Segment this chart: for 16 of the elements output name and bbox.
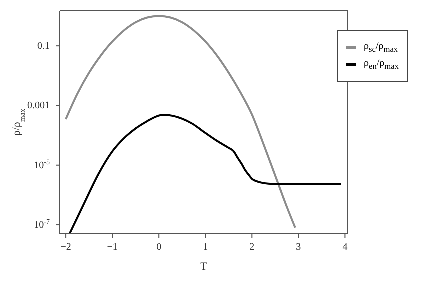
x-tick-label: 1: [203, 242, 208, 253]
x-tick-label: 0: [156, 242, 162, 253]
x-tick-label: 3: [296, 242, 302, 253]
x-tick-label: −1: [107, 242, 118, 253]
y-tick-label: 10$^{-7}$: [34, 218, 50, 232]
line-series: [68, 114, 342, 234]
y-tick-label: 0.1: [38, 41, 50, 52]
x-axis-title: T: [200, 261, 208, 273]
legend-label: ρ$_{sc}$/ρ$_{max}$: [364, 41, 398, 54]
legend-label: ρ$_{en}$/ρ$_{max}$: [364, 58, 399, 71]
line-series: [65, 15, 296, 229]
y-tick-label: 10$^{-5}$: [34, 158, 50, 172]
y-tick-label: 0.001: [28, 100, 50, 112]
x-tick-label: −2: [60, 242, 72, 253]
x-tick-label: 2: [250, 242, 255, 253]
x-tick-label: 4: [342, 242, 348, 253]
